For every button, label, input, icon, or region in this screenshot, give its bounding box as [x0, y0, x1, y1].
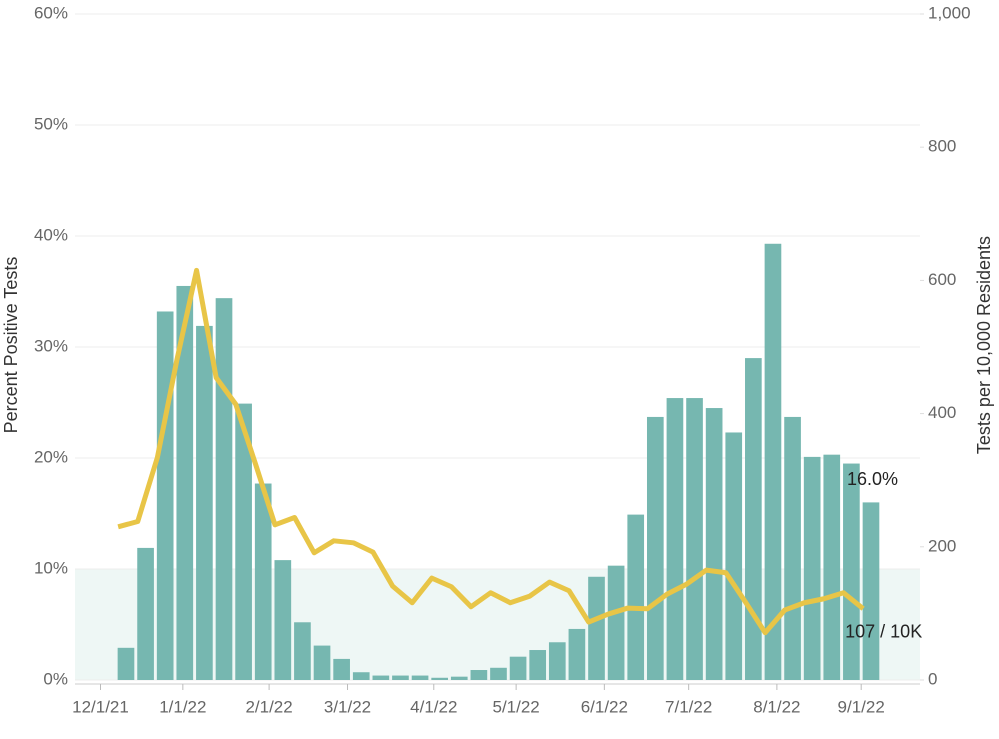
- y-tick-label: 20%: [34, 447, 68, 466]
- y2-tick-label: 800: [928, 137, 956, 156]
- line: [117, 267, 865, 636]
- x-tick-label: 2/1/22: [245, 697, 292, 716]
- x-tick-label: 12/1/21: [72, 697, 129, 716]
- bar: [705, 408, 723, 680]
- end-label: 107 / 10K: [845, 621, 922, 641]
- bar: [156, 311, 174, 680]
- bar: [117, 647, 135, 680]
- bar: [764, 243, 782, 680]
- bar: [490, 667, 507, 680]
- y-tick-label: 30%: [34, 336, 68, 355]
- x-tick-label: 9/1/22: [838, 697, 885, 716]
- y-axis-label: Percent Positive Tests: [1, 257, 21, 434]
- bar: [392, 675, 409, 680]
- bar: [215, 298, 233, 680]
- bar: [470, 670, 488, 680]
- bar: [294, 622, 311, 680]
- bar: [176, 285, 194, 680]
- bar: [686, 398, 703, 680]
- bar: [588, 576, 605, 680]
- bar: [411, 675, 429, 680]
- bar: [843, 463, 860, 680]
- bar: [646, 416, 664, 680]
- bar: [745, 358, 762, 680]
- y-tick-label: 50%: [34, 114, 68, 133]
- y2-tick-label: 1,000: [928, 3, 971, 22]
- bar: [823, 454, 841, 680]
- x-tick-label: 4/1/22: [410, 697, 457, 716]
- bar: [235, 403, 252, 680]
- y2-tick-label: 400: [928, 403, 956, 422]
- bar: [509, 656, 527, 680]
- bar: [666, 398, 684, 680]
- y2-tick-label: 600: [928, 270, 956, 289]
- bar: [431, 677, 448, 680]
- end-label: 16.0%: [847, 469, 898, 489]
- bar: [803, 456, 821, 680]
- bar: [627, 514, 645, 680]
- y-tick-label: 40%: [34, 225, 68, 244]
- x-tick-label: 6/1/22: [581, 697, 628, 716]
- y2-tick-label: 0: [928, 669, 937, 688]
- x-tick-label: 8/1/22: [753, 697, 800, 716]
- bar: [607, 565, 625, 680]
- y-tick-label: 60%: [34, 3, 68, 22]
- x-tick-label: 1/1/22: [159, 697, 206, 716]
- bar: [568, 628, 586, 680]
- bar: [313, 645, 331, 680]
- y2-axis-label: Tests per 10,000 Residents: [974, 236, 994, 454]
- x-tick-label: 7/1/22: [665, 697, 712, 716]
- bar: [352, 672, 370, 680]
- bar: [450, 676, 468, 680]
- bar: [333, 658, 350, 680]
- bar: [784, 416, 801, 680]
- bar: [548, 642, 566, 680]
- y2-tick-label: 200: [928, 536, 956, 555]
- y-tick-label: 10%: [34, 558, 68, 577]
- bar: [196, 325, 213, 680]
- y-tick-label: 0%: [43, 669, 68, 688]
- bar: [372, 675, 390, 680]
- bar: [725, 432, 743, 680]
- bar: [862, 502, 880, 680]
- x-tick-label: 5/1/22: [492, 697, 539, 716]
- bar: [254, 483, 272, 680]
- bar: [137, 547, 154, 680]
- bar: [529, 650, 547, 680]
- bar: [274, 560, 292, 680]
- x-tick-label: 3/1/22: [324, 697, 371, 716]
